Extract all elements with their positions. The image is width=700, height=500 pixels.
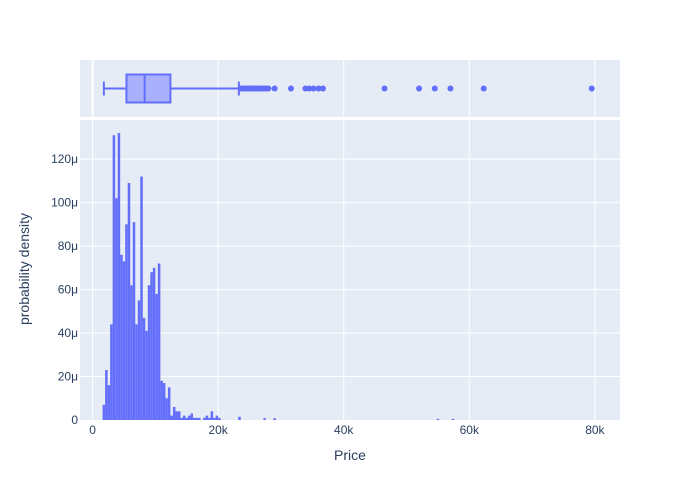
box-outlier-point	[431, 85, 438, 92]
x-tick-label: 40k	[334, 423, 354, 437]
histogram-bar	[213, 417, 216, 420]
x-tick-label: 0	[89, 423, 96, 437]
histogram-bar	[203, 417, 206, 420]
histogram-bar	[205, 415, 209, 420]
histogram-bar	[130, 285, 133, 420]
histogram-bar	[182, 415, 186, 420]
box-outlier-point	[320, 85, 326, 92]
box-outlier-point	[265, 85, 272, 92]
histogram-bar	[167, 387, 171, 420]
histogram-bar	[142, 317, 146, 420]
histogram-bar	[107, 385, 111, 420]
histogram-gridlines	[80, 120, 620, 420]
y-axis-title: probability density	[16, 213, 32, 325]
histogram-bar	[263, 418, 266, 420]
histogram-bar	[190, 413, 194, 420]
box-iqr	[125, 73, 172, 104]
histogram-bar	[110, 324, 113, 420]
histogram-bars	[102, 133, 455, 421]
histogram-bar	[188, 415, 191, 420]
histogram-bar	[451, 418, 455, 420]
histogram-bar	[218, 417, 221, 420]
histogram-bar	[140, 176, 143, 420]
x-axis-tick-labels: 0 20k 40k 60k 80k	[89, 423, 605, 437]
histogram-bar	[135, 324, 138, 420]
y-axis-tick-labels: 0 20μ 40μ 60μ 80μ 100μ 120μ	[51, 152, 78, 427]
histogram-bar	[172, 406, 176, 420]
box-plot	[102, 73, 595, 104]
histogram-bar	[193, 417, 196, 420]
x-tick-label: 20k	[208, 423, 228, 437]
box-outlier-point	[287, 85, 294, 92]
histogram-bar	[170, 415, 173, 420]
histogram-bar	[177, 411, 181, 420]
histogram-bar	[198, 417, 201, 420]
histogram-bar	[157, 263, 161, 420]
histogram-bar	[162, 383, 166, 420]
histogram-bar	[115, 198, 118, 420]
histogram-bar	[175, 411, 178, 420]
histogram-bar	[132, 222, 136, 420]
box-outlier-point	[306, 85, 313, 92]
histogram-bar	[102, 404, 106, 420]
y-tick-label: 80μ	[58, 239, 78, 253]
box-outlier-point	[271, 85, 278, 92]
histogram-bar	[215, 415, 219, 420]
x-axis-title: Price	[334, 447, 366, 463]
histogram-bar	[127, 183, 131, 420]
histogram-bar	[160, 380, 163, 420]
histogram-bar	[152, 267, 156, 420]
histogram-plot-background	[80, 120, 620, 420]
histogram-bar	[436, 418, 440, 420]
histogram-bar	[195, 417, 199, 420]
histogram-bar	[155, 293, 158, 420]
histogram-bar	[238, 416, 241, 420]
histogram-bar	[145, 330, 148, 420]
y-tick-label: 20μ	[58, 370, 78, 384]
histogram-bar	[208, 417, 211, 420]
y-tick-label: 120μ	[51, 152, 78, 166]
x-tick-label: 80k	[585, 423, 605, 437]
histogram-bar	[180, 417, 183, 420]
histogram-bar	[105, 370, 108, 420]
histogram-bar	[210, 411, 214, 420]
histogram-bar	[122, 261, 126, 420]
x-tick-label: 60k	[460, 423, 480, 437]
box-outlier-point	[310, 85, 317, 92]
histogram-bar	[273, 418, 276, 420]
histogram-bar	[150, 272, 153, 420]
histogram-bar	[185, 417, 188, 420]
box-outlier-point	[416, 85, 423, 92]
y-tick-label: 60μ	[58, 283, 78, 297]
histogram-bar	[165, 398, 168, 420]
histogram-bar	[117, 133, 121, 421]
y-tick-label: 100μ	[51, 196, 78, 210]
box-outlier-point	[480, 85, 487, 92]
histogram-bar	[125, 224, 128, 420]
histogram-bar	[137, 300, 141, 420]
box-outlier-point	[315, 85, 322, 92]
box-outlier-point	[381, 85, 388, 92]
box-outlier-point	[588, 85, 595, 92]
histogram-bar	[120, 254, 123, 420]
y-tick-label: 40μ	[58, 326, 78, 340]
box-outlier-point	[447, 85, 454, 92]
y-tick-label: 0	[71, 413, 78, 427]
histogram-bar	[112, 135, 116, 420]
histogram-bar	[147, 285, 151, 420]
